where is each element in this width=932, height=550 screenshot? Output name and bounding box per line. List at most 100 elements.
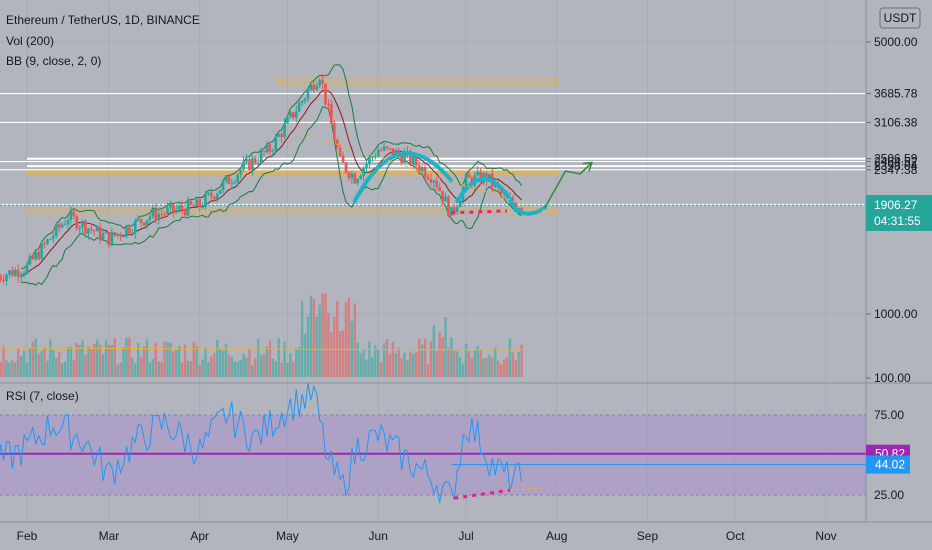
volume-bar	[8, 363, 11, 377]
volume-bar	[499, 364, 503, 377]
price-tick-label: 1000.00	[874, 307, 918, 321]
candle-body	[271, 150, 275, 152]
rsi-marker-badge[interactable]	[866, 455, 910, 474]
volume-bar	[204, 347, 207, 377]
time-tick-label: Nov	[815, 529, 836, 543]
volume-bar	[379, 362, 383, 377]
volume-bar	[429, 341, 433, 377]
volume-bar	[218, 349, 222, 377]
volume-bar	[470, 358, 474, 377]
candle-body	[438, 187, 441, 192]
volume-bar	[14, 362, 17, 377]
price-axis[interactable]: 5000.00 3685.78 3106.38 2506.592464.522398.…	[866, 35, 932, 502]
volume-bar	[93, 343, 96, 377]
candle-body	[327, 104, 330, 106]
volume-bar	[22, 350, 26, 377]
bb-upper-band	[21, 64, 523, 270]
volume-bar	[113, 337, 117, 377]
volume-bar	[227, 355, 231, 377]
candle-body	[16, 269, 20, 277]
volume-bar	[297, 347, 301, 377]
volume-bar	[157, 361, 160, 377]
candle-body	[297, 102, 301, 112]
candle-body	[2, 279, 5, 281]
candle-body	[485, 173, 488, 181]
candle-body	[60, 224, 64, 228]
candle-body	[517, 208, 520, 210]
candle-body	[420, 167, 424, 172]
volume-bar	[81, 340, 84, 377]
price-tick-label: 3106.38	[874, 115, 918, 129]
candle-body	[218, 190, 222, 194]
volume-bar	[213, 352, 216, 377]
volume-bar	[239, 359, 242, 377]
candle-body	[403, 152, 406, 163]
candle-body	[324, 83, 327, 105]
current-price-badge[interactable]	[866, 194, 932, 231]
volume-bar	[417, 338, 421, 377]
candle-body	[394, 150, 398, 157]
time-tick-label: Jun	[369, 529, 388, 543]
candle-body	[195, 199, 199, 207]
candle-body	[163, 213, 166, 215]
volume-bar	[321, 293, 324, 377]
rsi-pane	[0, 382, 866, 504]
cup-arc-1	[352, 151, 454, 204]
volume-moving-average	[0, 347, 522, 351]
candle-body	[432, 180, 436, 183]
candle-body	[294, 111, 298, 118]
candle-body	[101, 233, 105, 240]
candle-body	[113, 232, 117, 236]
volume-bar	[289, 353, 292, 377]
volume-bar	[142, 346, 146, 377]
candle-body	[125, 227, 128, 237]
volume-bar	[479, 349, 482, 377]
candle-body	[230, 183, 234, 185]
volume-bar	[306, 316, 310, 377]
candle-body	[435, 180, 439, 188]
volume-bar	[508, 338, 512, 377]
volume-bar	[60, 363, 64, 377]
support-resistance-zones	[26, 77, 558, 215]
candle-body	[423, 167, 427, 177]
volume-legend[interactable]: Vol (200)	[6, 34, 54, 48]
candle-body	[306, 90, 310, 99]
volume-bar	[371, 356, 374, 377]
volume-bar	[347, 297, 351, 377]
candle-body	[72, 211, 76, 217]
bb-legend[interactable]: BB (9, close, 2, 0)	[6, 54, 101, 68]
cup-arc-3	[513, 205, 548, 216]
volume-bar	[391, 341, 395, 377]
currency-badge[interactable]	[879, 7, 921, 29]
candle-body	[169, 204, 172, 208]
candle-body	[57, 224, 61, 228]
candle-body	[259, 151, 263, 163]
volume-bar	[286, 363, 289, 377]
time-tick-label: Oct	[726, 529, 745, 543]
candle-body	[239, 169, 242, 175]
volume-bar	[426, 364, 430, 377]
volume-bar	[327, 313, 330, 377]
candle-body	[157, 213, 161, 221]
volume-bar	[43, 347, 46, 377]
volume-bar	[254, 358, 257, 377]
volume-bar	[122, 347, 125, 377]
candle-body	[128, 227, 131, 234]
volume-bar	[131, 357, 134, 377]
rsi-line	[0, 382, 523, 504]
time-axis[interactable]: Feb Mar Apr May Jun Jul Aug Sep Oct Nov	[17, 529, 837, 543]
projection-path	[544, 162, 593, 208]
rsi-legend[interactable]: RSI (7, close)	[6, 389, 79, 403]
projection-arrowhead	[582, 161, 593, 172]
candle-body	[133, 220, 137, 234]
candle-body	[104, 232, 108, 234]
candle-body	[236, 174, 240, 183]
candle-body	[256, 162, 260, 164]
volume-bar	[271, 358, 275, 377]
candle-body	[192, 204, 196, 207]
volume-bar	[394, 353, 397, 377]
candle-body	[447, 196, 450, 216]
candle-body	[458, 200, 462, 207]
